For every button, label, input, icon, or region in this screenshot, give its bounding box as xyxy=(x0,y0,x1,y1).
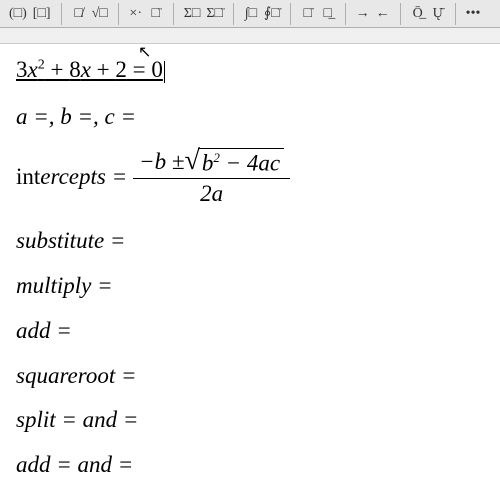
subscript-btn[interactable]: □̈ xyxy=(146,3,166,25)
step-multiply[interactable]: multiply = xyxy=(16,268,484,305)
equation-editor-area[interactable]: ↖ 3x2 + 8x + 2 = 0 a =, b =, c = int erc… xyxy=(0,44,500,484)
paren-template-btn[interactable]: (□) xyxy=(6,3,30,25)
quadratic-formula[interactable]: int ercepts = −b ± √ b2 − 4ac 2a xyxy=(16,146,484,210)
coefficients-line[interactable]: a =, b =, c = xyxy=(16,99,484,136)
ruler xyxy=(0,28,500,44)
tb-group-int: ∫□ ∮□̈ xyxy=(237,3,287,25)
eq-zero: = 0 xyxy=(127,57,163,82)
fraction-numerator: −b ± √ b2 − 4ac xyxy=(133,146,290,180)
arrow-left-btn[interactable]: ← xyxy=(373,3,393,25)
toolbar-separator xyxy=(233,3,234,25)
tb-group-bar: □̄ □̲ xyxy=(294,3,342,25)
arrow-right-btn[interactable]: → xyxy=(353,3,373,25)
steps-list: substitute = multiply = add = squareroot… xyxy=(16,223,484,484)
step-split[interactable]: split = and = xyxy=(16,402,484,439)
tb-group-matrix: Ō̲ Ų̄ xyxy=(404,3,452,25)
more-btn[interactable]: ••• xyxy=(463,3,484,25)
underbar-btn[interactable]: □̲ xyxy=(318,3,338,25)
fraction: −b ± √ b2 − 4ac 2a xyxy=(133,146,290,210)
toolbar-separator xyxy=(61,3,62,25)
var-x2: x xyxy=(81,57,91,82)
tb-group-super: ×· □̈ xyxy=(122,3,170,25)
toolbar-separator xyxy=(455,3,456,25)
neg-b-pm: −b ± xyxy=(139,149,184,175)
step-add[interactable]: add = xyxy=(16,313,484,350)
overbar-under-btn[interactable]: Ō̲ xyxy=(408,3,428,25)
quadratic-equation[interactable]: 3x2 + 8x + 2 = 0 xyxy=(16,52,484,93)
b-var: b xyxy=(202,150,214,175)
sqrt: √ b2 − 4ac xyxy=(185,148,285,177)
toolbar-separator xyxy=(400,3,401,25)
summation-btn[interactable]: Σ□ xyxy=(181,3,204,25)
overbar-btn[interactable]: □̄ xyxy=(298,3,318,25)
radical-btn[interactable]: √□ xyxy=(89,3,111,25)
integral-btn[interactable]: ∫□ xyxy=(241,3,261,25)
fraction-btn[interactable]: □̸ xyxy=(69,3,89,25)
tb-group-paren: (□) [□] xyxy=(2,3,58,25)
minus-4ac: − 4ac xyxy=(220,150,280,175)
step-substitute[interactable]: substitute = xyxy=(16,223,484,260)
toolbar-separator xyxy=(290,3,291,25)
toolbar-separator xyxy=(173,3,174,25)
text-caret xyxy=(164,61,165,83)
step-add2[interactable]: add = and = xyxy=(16,447,484,484)
var-x: x xyxy=(28,57,38,82)
summation-limits-btn[interactable]: Σ□̈ xyxy=(203,3,226,25)
fraction-denominator: 2a xyxy=(194,179,229,209)
radicand: b2 − 4ac xyxy=(198,148,284,177)
plus-1: + xyxy=(45,57,69,82)
exponent-2: 2 xyxy=(38,57,45,72)
tb-group-frac: □̸ √□ xyxy=(65,3,115,25)
underbar-over-btn[interactable]: Ų̄ xyxy=(428,3,448,25)
superscript-btn[interactable]: ×· xyxy=(126,3,146,25)
coef-c: 2 xyxy=(115,57,127,82)
toolbar-separator xyxy=(118,3,119,25)
tb-group-more: ••• xyxy=(459,3,488,25)
toolbar-separator xyxy=(345,3,346,25)
integral-limits-btn[interactable]: ∮□̈ xyxy=(261,3,283,25)
equation-toolbar: (□) [□] □̸ √□ ×· □̈ Σ□ Σ□̈ ∫□ ∮□̈ □̄ □̲ … xyxy=(0,0,500,28)
coef-a: 3 xyxy=(16,57,28,82)
tb-group-arrow: → ← xyxy=(349,3,397,25)
plus-2: + xyxy=(91,57,115,82)
coef-b: 8 xyxy=(69,57,81,82)
step-squareroot[interactable]: squareroot = xyxy=(16,358,484,395)
label-ercepts: ercepts = xyxy=(40,164,127,190)
label-int: int xyxy=(16,164,40,190)
bracket-template-btn[interactable]: [□] xyxy=(30,3,54,25)
tb-group-sum: Σ□ Σ□̈ xyxy=(177,3,230,25)
